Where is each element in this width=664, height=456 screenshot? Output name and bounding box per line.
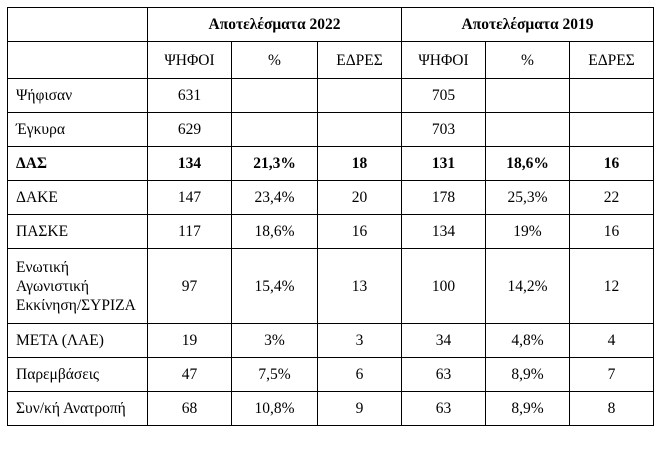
cell-seats-2019: 4 — [569, 323, 655, 358]
cell-seats-2019 — [569, 112, 655, 147]
cell-percent-2022: 10,8% — [231, 391, 318, 426]
column-header-row: ΨΗΦΟΙ % ΕΔΡΕΣ ΨΗΦΟΙ % ΕΔΡΕΣ — [7, 41, 655, 79]
cell-votes-2022: 134 — [147, 146, 232, 181]
cell-seats-2022: 20 — [316, 180, 403, 215]
cell-seats-2019: 7 — [569, 357, 655, 392]
cell-votes-2022: 117 — [147, 214, 232, 249]
cell-votes-2022: 631 — [147, 78, 232, 113]
row-label: ΔΑΣ — [7, 146, 148, 181]
column-header-seats-2022: ΕΔΡΕΣ — [316, 41, 403, 79]
cell-votes-2022: 68 — [147, 391, 232, 426]
cell-seats-2022: 18 — [316, 146, 403, 181]
cell-seats-2019: 8 — [569, 391, 655, 426]
cell-percent-2019: 19% — [485, 214, 571, 249]
column-header-seats-2019: ΕΔΡΕΣ — [569, 41, 655, 79]
corner-cell — [7, 7, 148, 42]
results-table-body: Αποτελέσματα 2022 Αποτελέσματα 2019 ΨΗΦΟ… — [7, 7, 655, 426]
cell-votes-2019: 63 — [401, 357, 487, 392]
cell-percent-2019: 8,9% — [485, 357, 571, 392]
cell-percent-2019 — [485, 78, 571, 113]
column-header-percent-2019: % — [485, 41, 571, 79]
cell-votes-2019: 131 — [401, 146, 487, 181]
table-row: Ενωτική Αγωνιστική Εκκίνηση/ΣΥΡΙΖΑ 97 15,4… — [7, 248, 655, 324]
cell-percent-2022: 23,4% — [231, 180, 318, 215]
cell-percent-2019: 8,9% — [485, 391, 571, 426]
cell-percent-2022 — [231, 78, 318, 113]
results-table-container: Αποτελέσματα 2022 Αποτελέσματα 2019 ΨΗΦΟ… — [7, 7, 655, 426]
group-header-2019: Αποτελέσματα 2019 — [401, 7, 655, 42]
row-label: Συν/κή Ανατροπή — [7, 391, 148, 426]
table-row: Παρεμβάσεις 47 7,5% 6 63 8,9% 7 — [7, 357, 655, 392]
column-header-votes-2019: ΨΗΦΟΙ — [401, 41, 487, 79]
cell-seats-2019: 16 — [569, 214, 655, 249]
cell-votes-2022: 19 — [147, 323, 232, 358]
cell-seats-2022 — [316, 78, 403, 113]
group-header-row: Αποτελέσματα 2022 Αποτελέσματα 2019 — [7, 7, 655, 42]
cell-votes-2019: 705 — [401, 78, 487, 113]
row-label: ΠΑΣΚΕ — [7, 214, 148, 249]
table-row: ΠΑΣΚΕ 117 18,6% 16 134 19% 16 — [7, 214, 655, 249]
cell-votes-2022: 97 — [147, 248, 232, 324]
results-table: Αποτελέσματα 2022 Αποτελέσματα 2019 ΨΗΦΟ… — [7, 7, 655, 426]
cell-votes-2019: 63 — [401, 391, 487, 426]
table-row: ΔΑΚΕ 147 23,4% 20 178 25,3% 22 — [7, 180, 655, 215]
cell-seats-2022 — [316, 112, 403, 147]
cell-votes-2019: 703 — [401, 112, 487, 147]
cell-percent-2019: 25,3% — [485, 180, 571, 215]
cell-percent-2022: 21,3% — [231, 146, 318, 181]
cell-seats-2022: 13 — [316, 248, 403, 324]
cell-percent-2019 — [485, 112, 571, 147]
cell-percent-2022 — [231, 112, 318, 147]
row-label: Ενωτική Αγωνιστική Εκκίνηση/ΣΥΡΙΖΑ — [7, 248, 148, 324]
cell-percent-2019: 14,2% — [485, 248, 571, 324]
cell-percent-2022: 18,6% — [231, 214, 318, 249]
row-label: Έγκυρα — [7, 112, 148, 147]
table-row: ΜΕΤΑ (ΛΑΕ) 19 3% 3 34 4,8% 4 — [7, 323, 655, 358]
table-row: Ψήφισαν 631 705 — [7, 78, 655, 113]
cell-percent-2022: 7,5% — [231, 357, 318, 392]
table-row: ΔΑΣ 134 21,3% 18 131 18,6% 16 — [7, 146, 655, 181]
cell-votes-2019: 134 — [401, 214, 487, 249]
cell-percent-2022: 3% — [231, 323, 318, 358]
row-label: Παρεμβάσεις — [7, 357, 148, 392]
cell-seats-2022: 6 — [316, 357, 403, 392]
cell-seats-2022: 3 — [316, 323, 403, 358]
cell-votes-2019: 100 — [401, 248, 487, 324]
cell-seats-2019: 12 — [569, 248, 655, 324]
row-label: ΜΕΤΑ (ΛΑΕ) — [7, 323, 148, 358]
group-header-2022: Αποτελέσματα 2022 — [146, 7, 403, 42]
cell-votes-2022: 629 — [147, 112, 232, 147]
cell-votes-2022: 47 — [147, 357, 232, 392]
cell-seats-2019: 22 — [569, 180, 655, 215]
table-row: Έγκυρα 629 703 — [7, 112, 655, 147]
cell-percent-2019: 4,8% — [485, 323, 571, 358]
column-header-blank — [7, 41, 148, 79]
row-label: Ψήφισαν — [7, 78, 148, 113]
cell-seats-2022: 16 — [316, 214, 403, 249]
row-label: ΔΑΚΕ — [7, 180, 148, 215]
table-row: Συν/κή Ανατροπή 68 10,8% 9 63 8,9% 8 — [7, 391, 655, 426]
cell-votes-2019: 34 — [401, 323, 487, 358]
cell-seats-2019 — [569, 78, 655, 113]
cell-votes-2019: 178 — [401, 180, 487, 215]
cell-percent-2022: 15,4% — [231, 248, 318, 324]
cell-seats-2019: 16 — [569, 146, 655, 181]
cell-percent-2019: 18,6% — [485, 146, 571, 181]
column-header-percent-2022: % — [231, 41, 318, 79]
column-header-votes-2022: ΨΗΦΟΙ — [147, 41, 232, 79]
cell-votes-2022: 147 — [147, 180, 232, 215]
cell-seats-2022: 9 — [316, 391, 403, 426]
